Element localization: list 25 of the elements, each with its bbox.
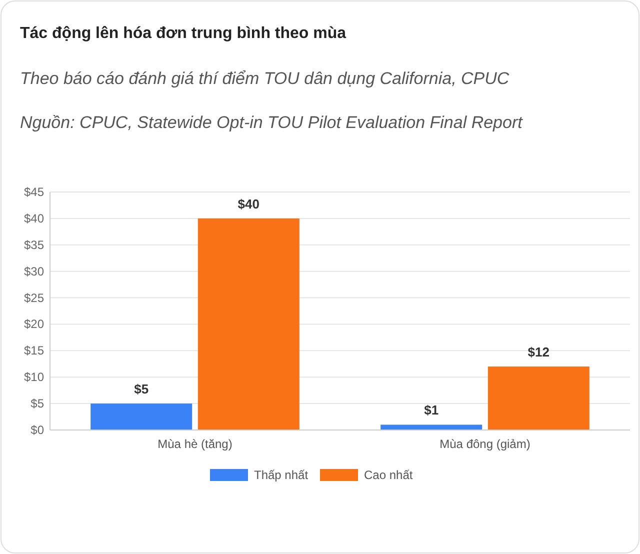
y-tick-label: $30 bbox=[24, 264, 44, 278]
x-tick-label: Mùa hè (tăng) bbox=[158, 437, 232, 451]
bar bbox=[380, 424, 482, 430]
y-tick-label: $10 bbox=[24, 370, 44, 384]
y-tick-label: $35 bbox=[24, 238, 44, 252]
y-tick-label: $40 bbox=[24, 211, 44, 226]
data-label: $5 bbox=[134, 382, 149, 397]
data-label: $12 bbox=[528, 344, 550, 360]
x-tick-label: Mùa đông (giảm) bbox=[440, 437, 530, 451]
y-tick-label: $5 bbox=[30, 396, 44, 411]
data-label: $40 bbox=[238, 196, 260, 212]
data-label: $1 bbox=[424, 402, 439, 418]
y-tick-label: $20 bbox=[24, 317, 44, 332]
y-tick-label: $15 bbox=[24, 344, 44, 358]
y-tick-label: $45 bbox=[24, 185, 44, 199]
chart-title: Tác động lên hóa đơn trung bình theo mùa bbox=[20, 25, 346, 42]
legend-label: Cao nhất bbox=[364, 468, 414, 482]
bar bbox=[90, 404, 192, 430]
legend-label: Thấp nhất bbox=[254, 468, 309, 482]
text: Nguồn: CPUC, Statewide Opt-in TOU Pilot Evaluation Final Report bbox=[20, 113, 524, 132]
bar bbox=[488, 366, 590, 430]
chart-subtitle: Theo báo cáo đánh giá thí điểm TOU dân dụng California, CPUC bbox=[20, 69, 510, 88]
bar bbox=[198, 218, 300, 430]
y-tick-label: $25 bbox=[24, 290, 44, 305]
y-tick-label: $0 bbox=[30, 423, 44, 437]
